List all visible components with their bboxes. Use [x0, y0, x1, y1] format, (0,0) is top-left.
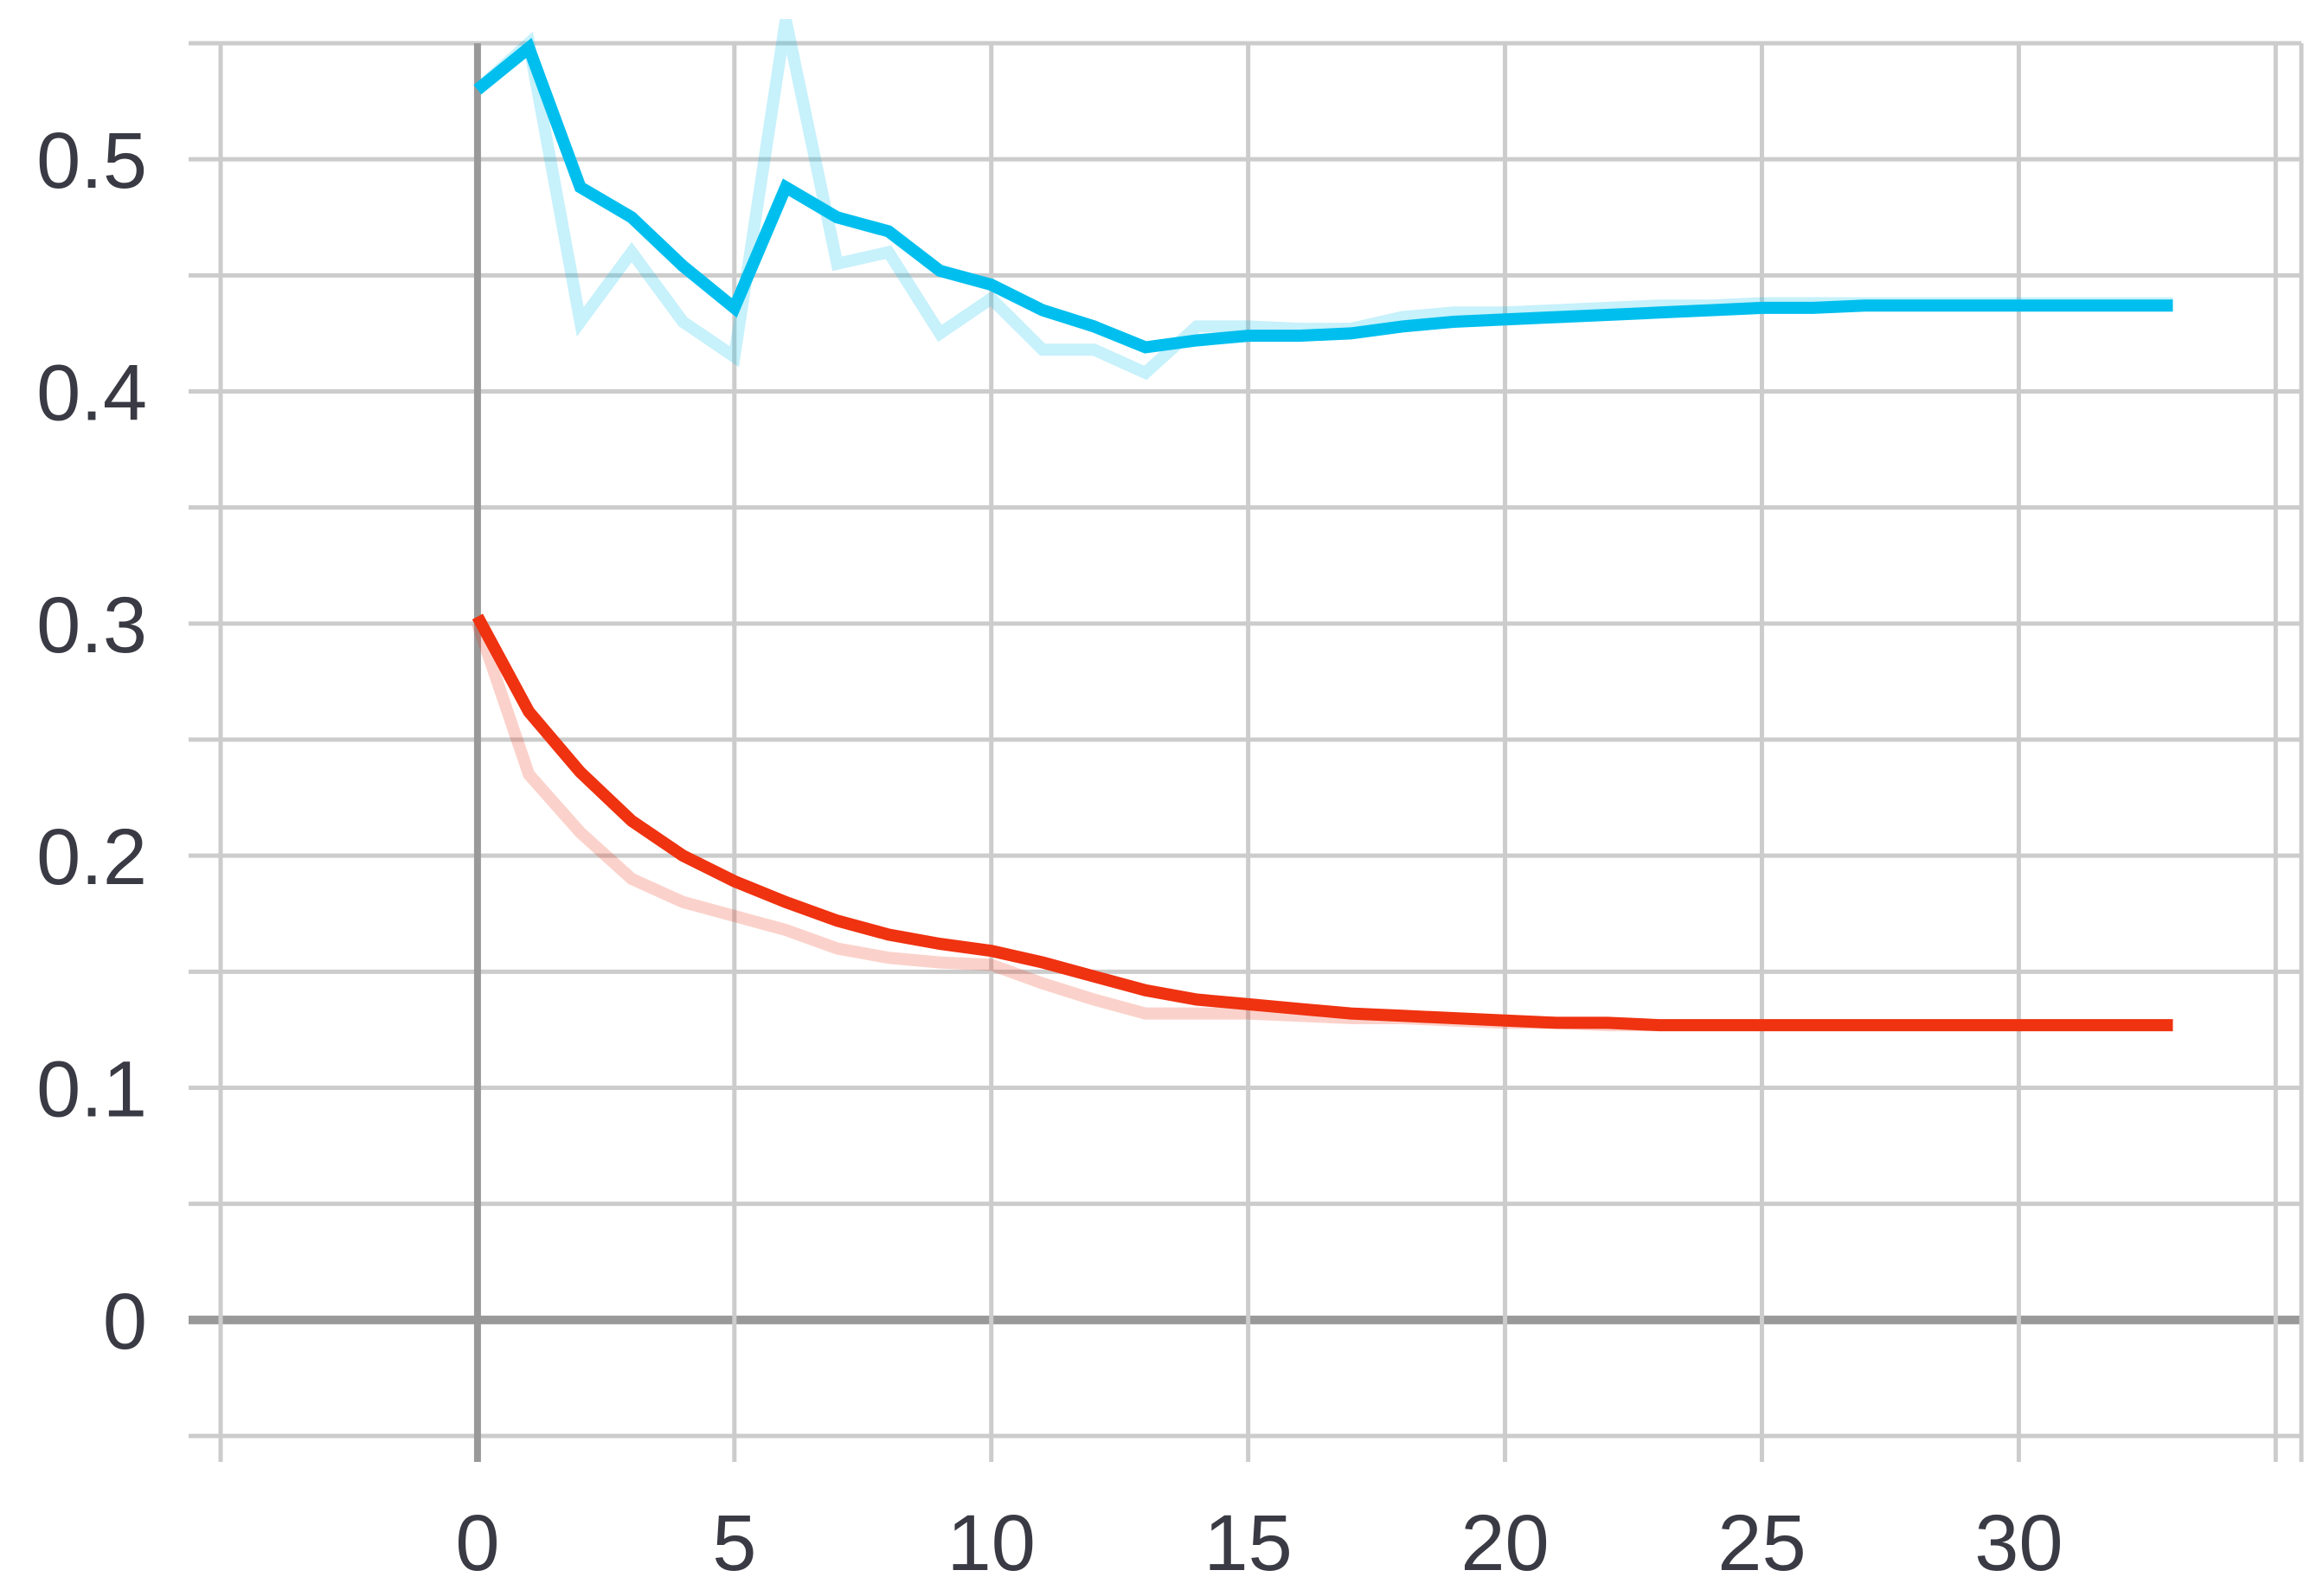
- y-tick-label: 0.1: [36, 1046, 147, 1134]
- x-tick-label: 0: [455, 1499, 499, 1587]
- y-tick-label: 0.2: [36, 813, 147, 901]
- x-tick-label: 30: [1974, 1499, 2063, 1587]
- series-1-smoothed-line: [472, 613, 2173, 1032]
- series-0-smoothed-line: [473, 37, 2173, 354]
- y-tick-label: 0.3: [36, 581, 147, 670]
- grid-layer: [189, 41, 2304, 1462]
- series-1-raw-line: [472, 621, 2173, 1032]
- x-tick-label: 10: [947, 1499, 1036, 1587]
- x-tick-label: 15: [1203, 1499, 1292, 1587]
- y-tick-label: 0.5: [36, 117, 147, 205]
- series-0-raw-line: [473, 18, 2173, 381]
- y-tick-label: 0: [103, 1278, 147, 1366]
- y-tick-label: 0.4: [36, 349, 147, 438]
- series-layer: [472, 18, 2173, 1032]
- x-tick-label: 5: [712, 1499, 756, 1587]
- x-tick-label: 20: [1460, 1499, 1549, 1587]
- x-tick-label: 25: [1717, 1499, 1806, 1587]
- tick-labels: 0 0.1 0.2 0.3 0.4 0.5 0 5 10 15 20 25 30: [36, 117, 2063, 1587]
